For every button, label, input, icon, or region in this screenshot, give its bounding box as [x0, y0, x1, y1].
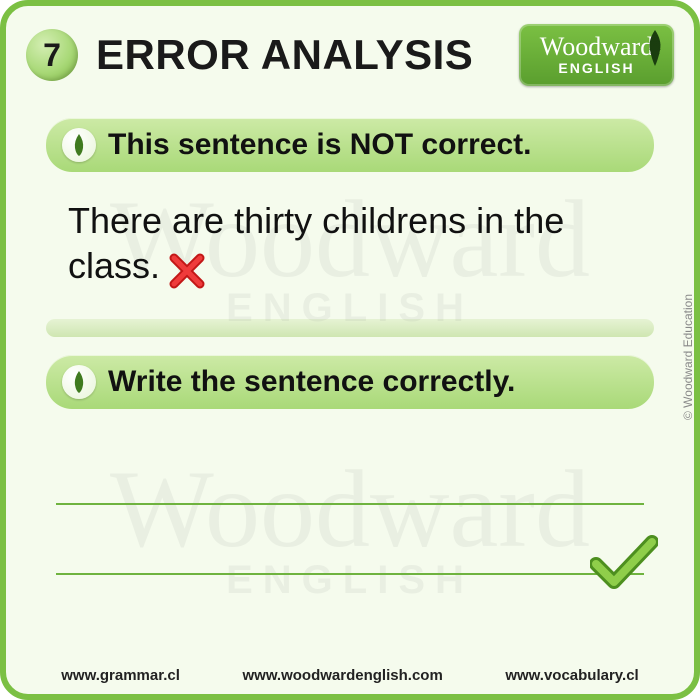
cross-icon: [168, 252, 206, 295]
footer-url-2: www.woodwardenglish.com: [242, 667, 442, 684]
fern-bullet-icon: [62, 128, 96, 162]
header: 7 ERROR ANALYSIS Woodward ENGLISH: [6, 6, 694, 96]
incorrect-sentence: There are thirty childrens in the class.: [68, 200, 564, 286]
page-title: ERROR ANALYSIS: [96, 31, 473, 79]
brand-logo: Woodward ENGLISH: [519, 24, 674, 86]
fern-bullet-icon: [62, 365, 96, 399]
section-2-label: Write the sentence correctly.: [108, 365, 515, 399]
logo-line1: Woodward: [540, 34, 653, 60]
copyright-text: © Woodward Education: [681, 294, 695, 420]
answer-line-1[interactable]: [56, 449, 644, 505]
worksheet-card: Woodward ENGLISH Woodward ENGLISH 7 ERRO…: [0, 0, 700, 700]
question-number-badge: 7: [26, 29, 78, 81]
section-1-header: This sentence is NOT correct.: [46, 118, 654, 172]
question-number: 7: [43, 37, 61, 74]
footer-links: www.grammar.cl www.woodwardenglish.com w…: [6, 667, 694, 684]
fern-icon: [642, 28, 668, 68]
incorrect-sentence-box: There are thirty childrens in the class.: [46, 172, 654, 309]
answer-line-2[interactable]: [56, 519, 644, 575]
answer-area: [46, 409, 654, 599]
check-icon: [590, 534, 658, 597]
section-2-header: Write the sentence correctly.: [46, 355, 654, 409]
logo-line2: ENGLISH: [558, 60, 634, 76]
divider-bar: [46, 319, 654, 337]
section-1-label: This sentence is NOT correct.: [108, 128, 531, 162]
footer-url-3: www.vocabulary.cl: [505, 667, 638, 684]
footer-url-1: www.grammar.cl: [61, 667, 180, 684]
